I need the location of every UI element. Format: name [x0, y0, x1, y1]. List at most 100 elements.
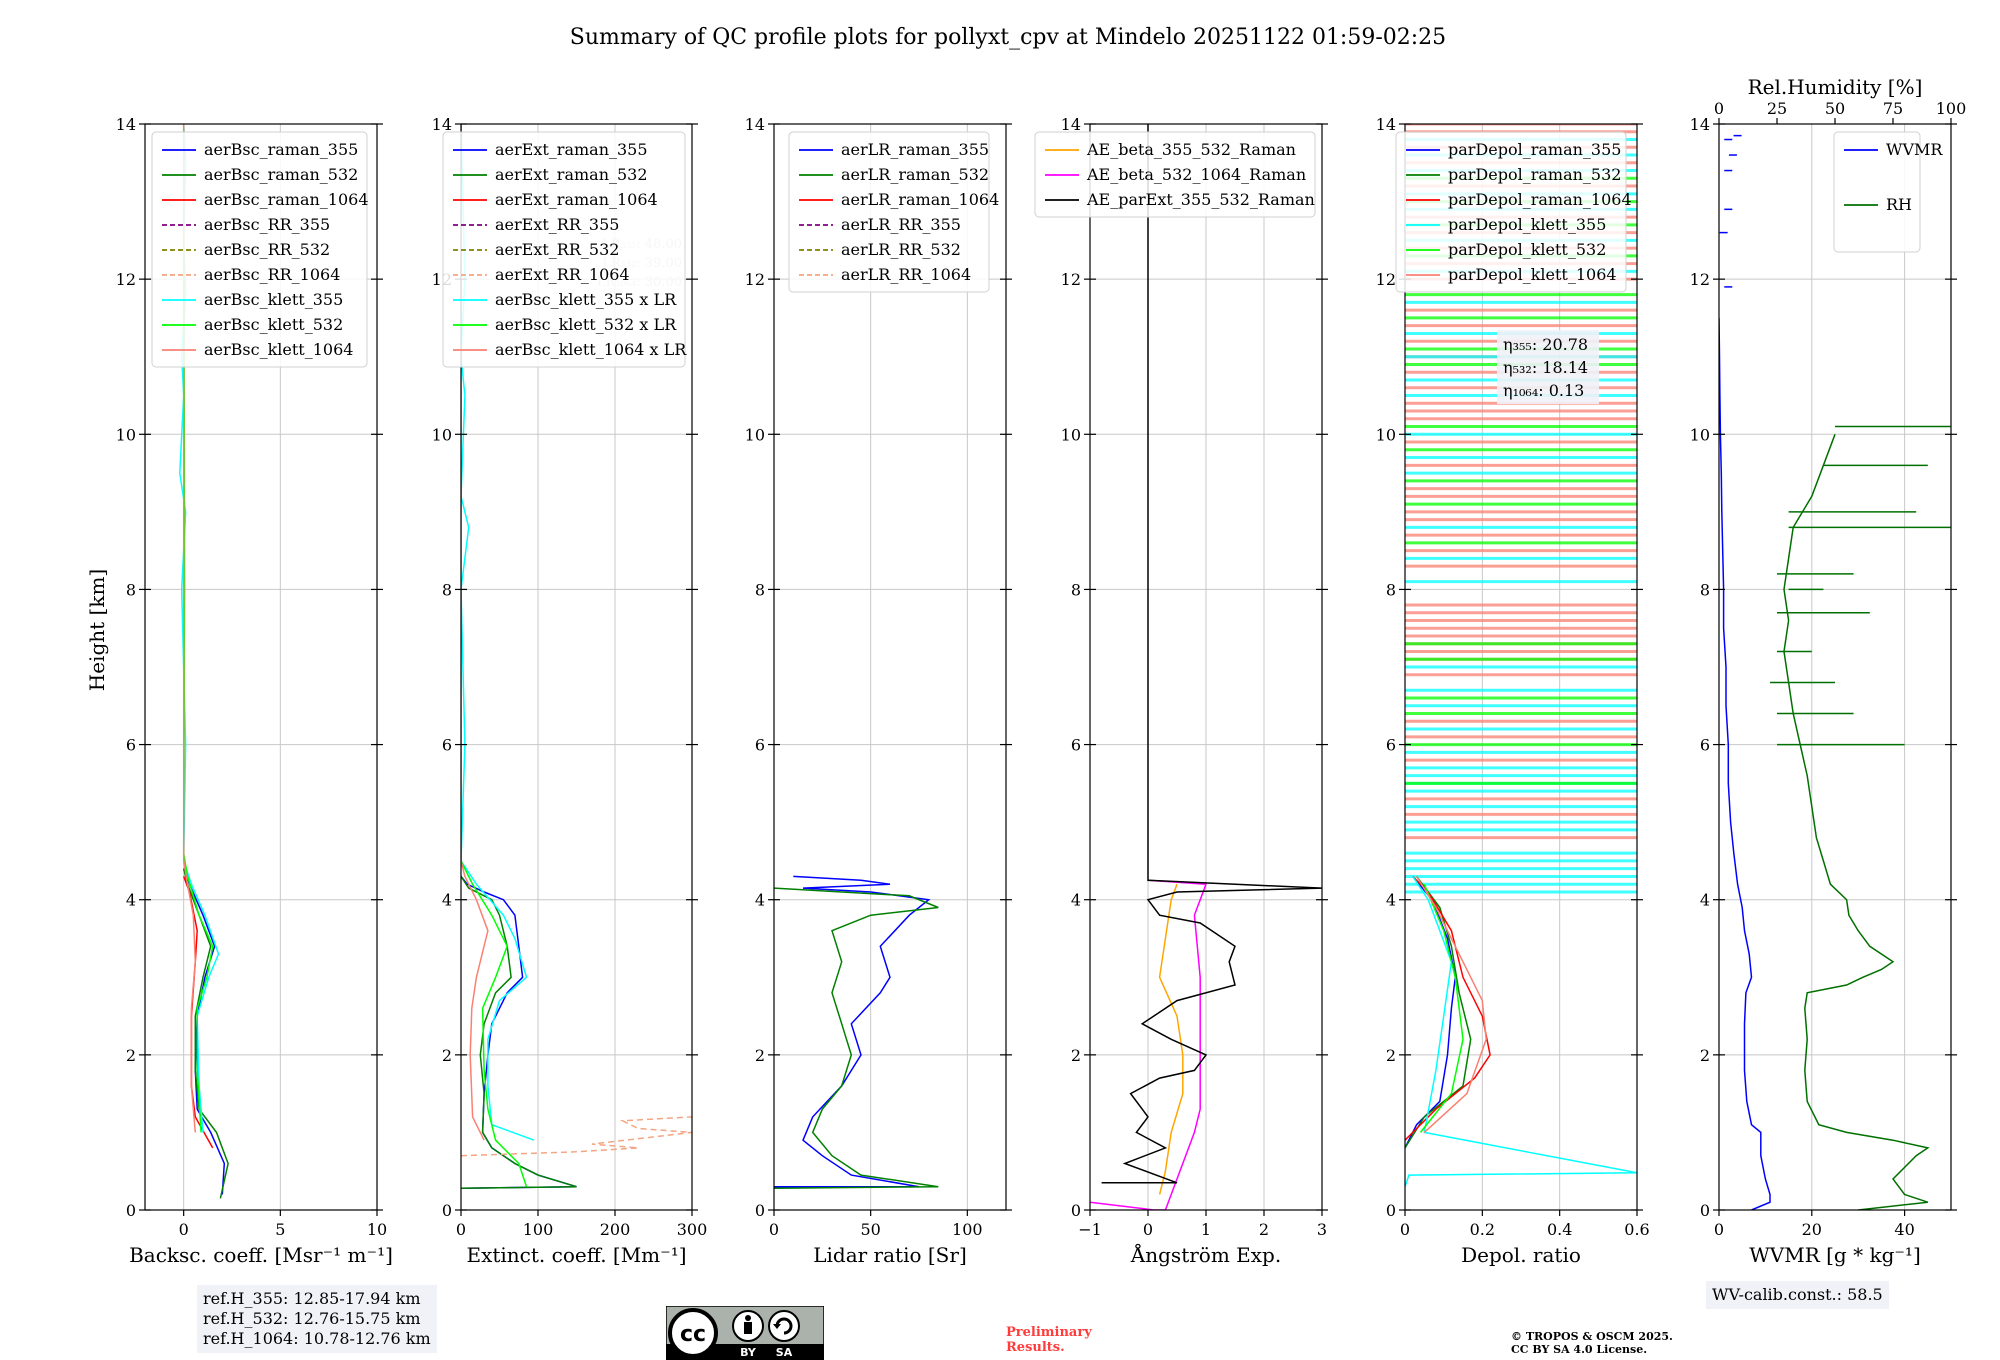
y-tick-label: 6	[126, 736, 136, 755]
y-tick-label: 12	[1061, 270, 1081, 289]
legend-label: aerExt_raman_355	[495, 140, 648, 159]
y-tick-label: 2	[1700, 1046, 1710, 1065]
legend-label: AE_beta_532_1064_Raman	[1086, 165, 1306, 184]
x-tick-label: 0.2	[1470, 1220, 1495, 1239]
grid-angstrom	[1089, 123, 1323, 1211]
data-angstrom	[1090, 124, 1322, 1210]
ref-height-532: ref.H_532: 12.76-15.75 km	[203, 1309, 421, 1328]
series-aerBsc_klett_355 x LR	[461, 124, 535, 1141]
series-AE_beta_355_532_Raman	[1158, 883, 1184, 1195]
y-tick-label: 6	[1386, 736, 1396, 755]
series-AE_parExt_355_532_Raman	[1101, 124, 1322, 1184]
y-tick-label: 2	[1386, 1046, 1396, 1065]
preliminary-line-1: Preliminary	[1006, 1325, 1092, 1340]
y-tick-label: 12	[1690, 270, 1710, 289]
y-tick-label: 10	[745, 425, 765, 444]
wv-calibration-constant: WV-calib.const.: 58.5	[1712, 1285, 1883, 1304]
by-label: BY	[740, 1346, 757, 1359]
legend-label: parDepol_raman_532	[1448, 165, 1621, 184]
y-tick-label: 8	[126, 580, 136, 599]
copyright-line-2: CC BY SA 4.0 License.	[1511, 1343, 1648, 1356]
x-tick-label: 3	[1317, 1220, 1327, 1239]
y-tick-label: 14	[1061, 115, 1081, 134]
x-tick-label: 300	[677, 1220, 708, 1239]
y-tick-label: 2	[442, 1046, 452, 1065]
legend-label: parDepol_klett_532	[1448, 240, 1606, 259]
y-tick-label: 0	[442, 1201, 452, 1220]
y-tick-label: 0	[1071, 1201, 1081, 1220]
y-tick-label: 0	[126, 1201, 136, 1220]
y-tick-label: 0	[1700, 1201, 1710, 1220]
legend-label: aerLR_raman_1064	[841, 190, 999, 209]
legend-box	[151, 131, 368, 368]
series-aerExt_raman_532	[461, 875, 577, 1190]
top-x-tick-label: 100	[1936, 99, 1967, 118]
panel-lidar_ratio: 0 2 4 6 8 10 12 14 0 50 100 Lidar ratio [Sr] aerLR_r…	[745, 115, 1012, 1267]
series-aerBsc_klett_532 x LR	[461, 124, 528, 1187]
y-tick-label: 8	[1071, 580, 1081, 599]
wv-calibration-box: WV-calib.const.: 58.5	[1706, 1281, 1889, 1309]
x-tick-label: 0.6	[1624, 1220, 1649, 1239]
legend-label: aerBsc_klett_355	[204, 290, 343, 309]
grid-wvmr	[1718, 123, 1951, 1211]
x-axis-label: Depol. ratio	[1461, 1243, 1581, 1267]
legend-label: WVMR	[1886, 140, 1943, 159]
series-aerBsc_raman_355	[182, 868, 226, 1195]
data-lidar_ratio	[774, 875, 939, 1190]
legend-label: aerBsc_klett_1064 x LR	[495, 340, 687, 359]
y-tick-label: 0	[755, 1201, 765, 1220]
legend-label: AE_beta_355_532_Raman	[1086, 140, 1296, 159]
legend-backscatter: aerBsc_raman_355 aerBsc_raman_532 aerBsc_r…	[151, 131, 369, 368]
x-tick-label: 0	[179, 1220, 189, 1239]
x-axis-label: WVMR [g * kg⁻¹]	[1749, 1243, 1921, 1267]
data-extinction	[461, 124, 692, 1190]
x-tick-label: 2	[1259, 1220, 1269, 1239]
x-tick-label: 200	[600, 1220, 631, 1239]
y-tick-label: 14	[1376, 115, 1396, 134]
y-tick-label: 6	[1071, 736, 1081, 755]
y-tick-label: 2	[126, 1046, 136, 1065]
panel-backscatter: 0 2 4 6 8 10 12 14 0 5 10 Backsc. coeff. [Msr⁻¹ m⁻¹…	[116, 115, 393, 1267]
series-parDepol_raman_1064	[1405, 875, 1491, 1141]
legend-label: aerLR_RR_1064	[841, 265, 971, 284]
series-WVMR	[1719, 317, 1771, 1210]
legend-box	[1833, 131, 1921, 253]
y-tick-label: 4	[755, 891, 765, 910]
y-tick-label: 2	[1071, 1046, 1081, 1065]
x-tick-label: 50	[860, 1220, 880, 1239]
y-tick-label: 10	[1061, 425, 1081, 444]
y-tick-label: 14	[1690, 115, 1710, 134]
sa-label: SA	[776, 1346, 793, 1359]
series-aerBsc_klett_1064	[182, 124, 197, 1133]
sa-share-alike-icon	[768, 1310, 800, 1342]
top-x-tick-label: 25	[1767, 99, 1787, 118]
legend-extinction: aerExt_raman_355 aerExt_raman_532 aerExt_r…	[442, 131, 687, 368]
top-axis-label: Rel.Humidity [%]	[1748, 75, 1923, 99]
legend-label: aerExt_RR_532	[495, 240, 619, 259]
ref-height-1064: ref.H_1064: 10.78-12.76 km	[203, 1329, 431, 1348]
x-tick-label: 100	[523, 1220, 554, 1239]
series-aerLR_raman_532	[774, 887, 939, 1190]
y-tick-label: 10	[1690, 425, 1710, 444]
y-tick-label: 12	[116, 270, 136, 289]
series-AE_beta_532_1064_Raman	[1090, 879, 1208, 1210]
legend-label: RH	[1886, 195, 1912, 214]
y-tick-label: 8	[755, 580, 765, 599]
x-tick-label: 100	[952, 1220, 983, 1239]
series-aerExt_raman_355	[461, 875, 577, 1190]
series-RH	[1783, 434, 1930, 1210]
y-tick-label: 4	[1071, 891, 1081, 910]
cc-by-sa-badge: cc BY SA	[666, 1306, 824, 1360]
plot-frame	[1404, 123, 1638, 1211]
x-tick-label: −1	[1078, 1220, 1102, 1239]
cc-logo-icon	[668, 1308, 718, 1358]
ref-height-355: ref.H_355: 12.85-17.94 km	[203, 1289, 421, 1308]
preliminary-line-2: Results.	[1006, 1340, 1065, 1355]
y-tick-label: 4	[1386, 891, 1396, 910]
y-tick-label: 14	[745, 115, 765, 134]
top-x-tick-label: 75	[1883, 99, 1903, 118]
legend-label: aerExt_raman_1064	[495, 190, 658, 209]
